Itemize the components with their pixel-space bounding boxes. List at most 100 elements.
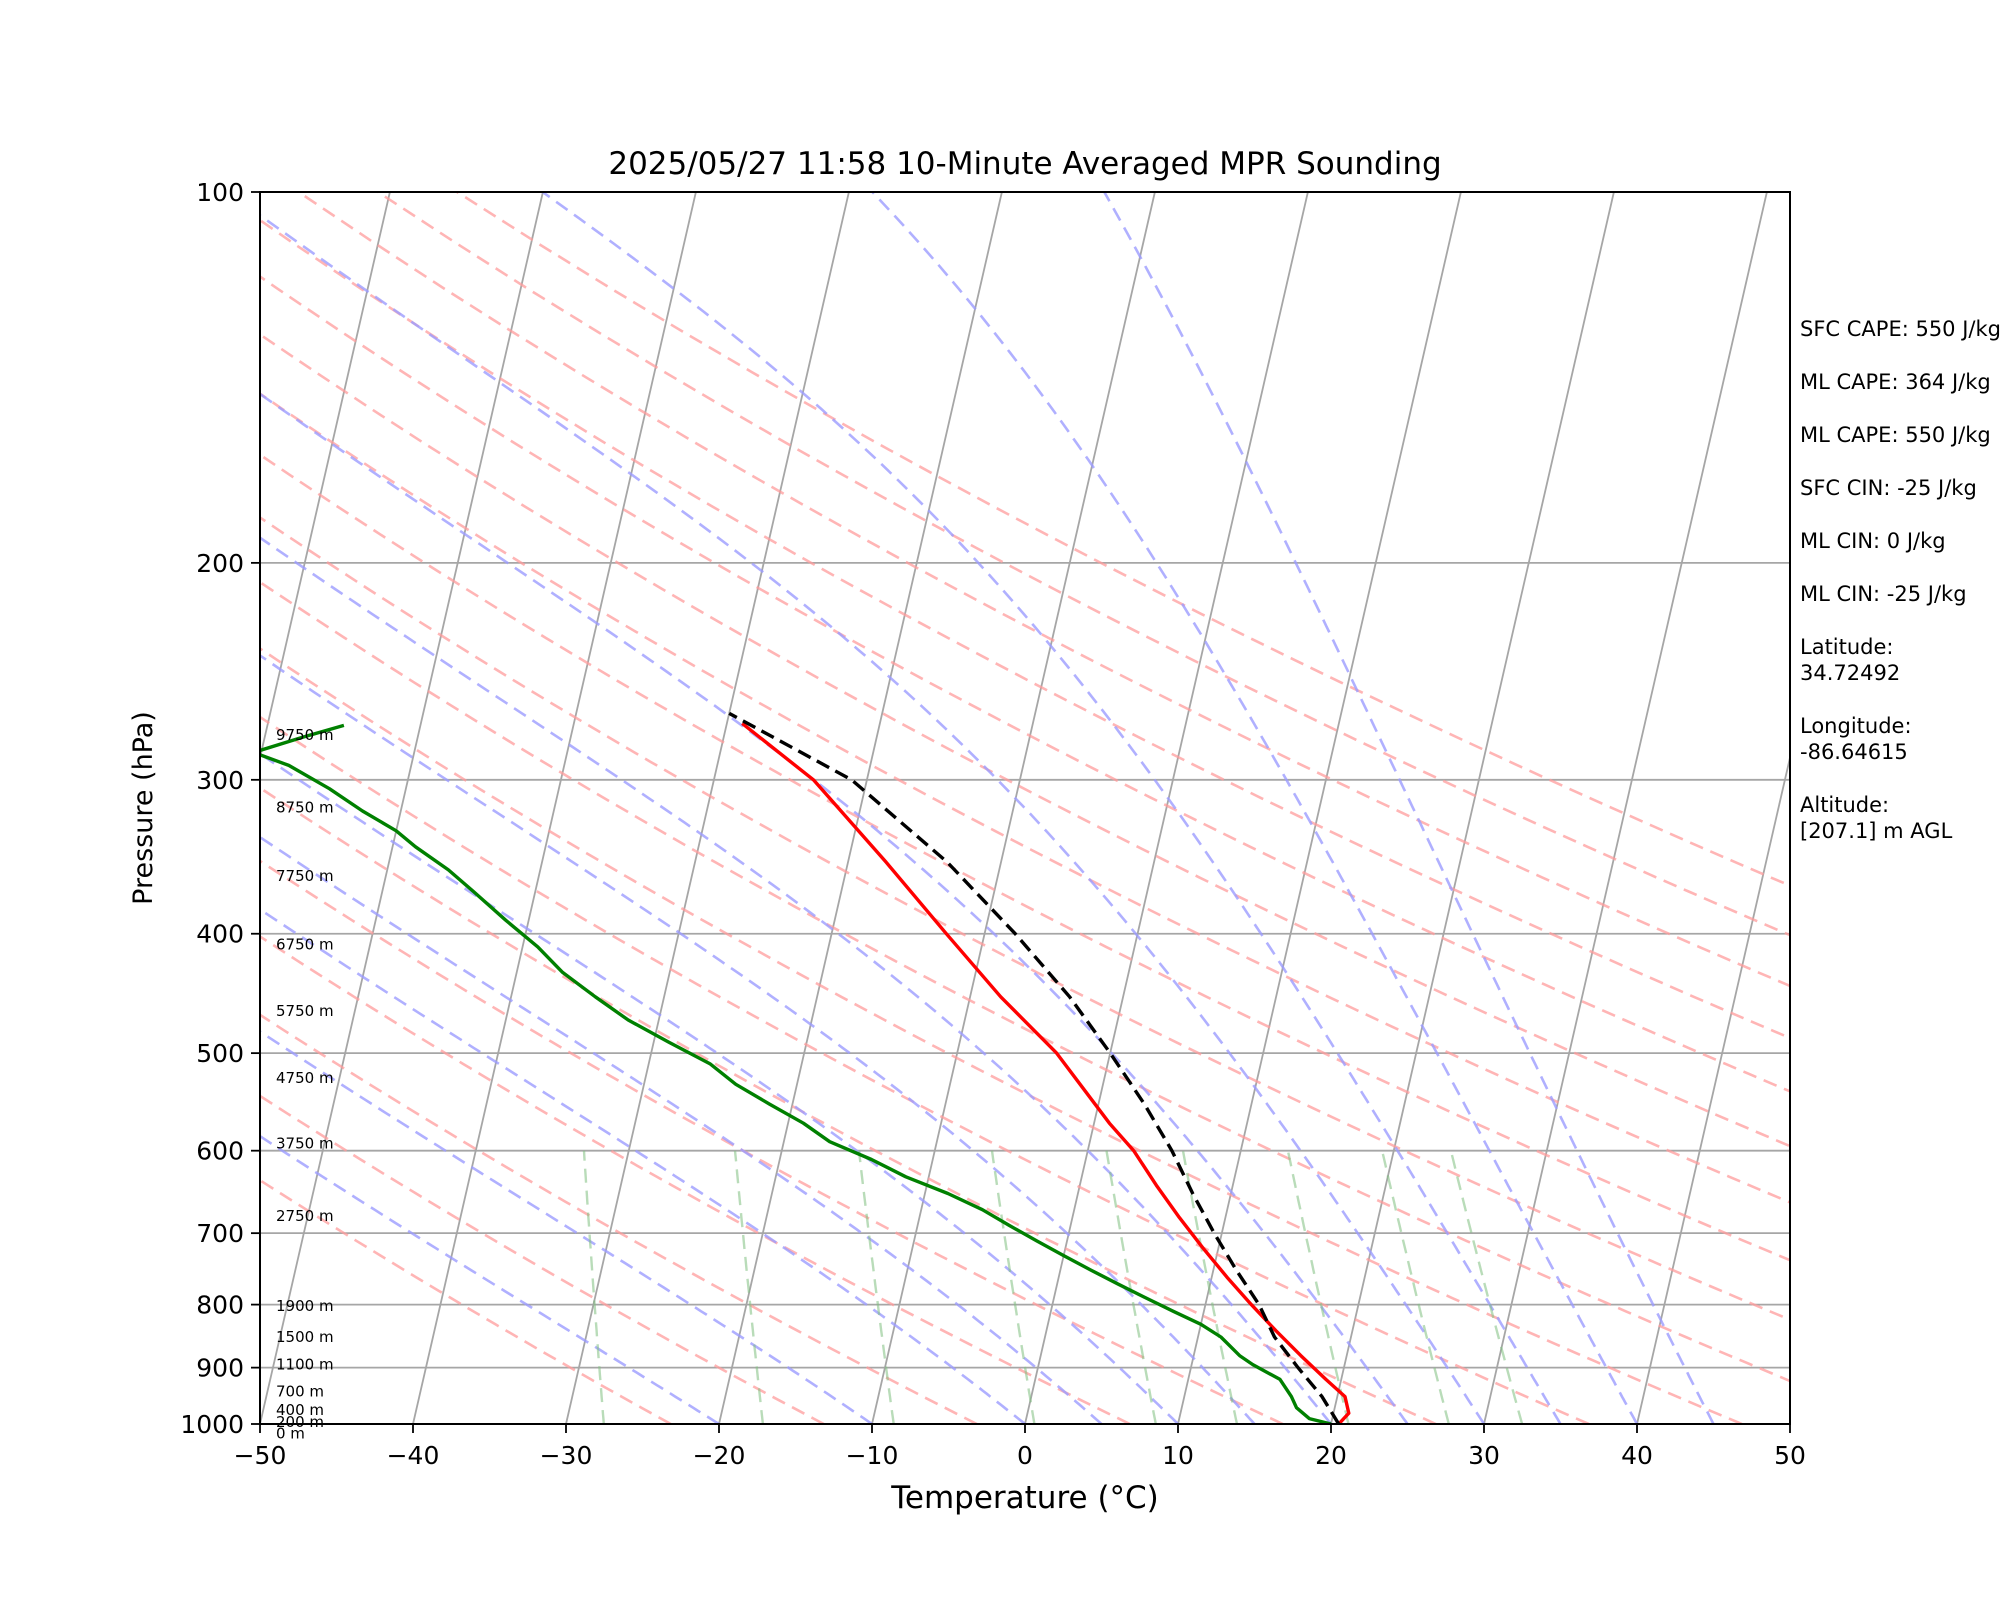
- moist-adiabat: [260, 907, 1026, 1424]
- sounding-profiles: [260, 711, 1351, 1424]
- x-tick-label: 30: [1468, 1441, 1500, 1470]
- height-label: 400 m: [276, 1401, 324, 1419]
- dry-adiabat: [260, 646, 1743, 1424]
- dewpoint-profile: [260, 723, 1332, 1424]
- mixing-ratio-line: [733, 1150, 765, 1424]
- x-axis-label: Temperature (°C): [890, 1480, 1159, 1516]
- info-item: Longitude: -86.64615: [1800, 713, 2000, 765]
- info-item: SFC CAPE: 550 J/kg: [1800, 316, 2000, 342]
- y-tick-label: 800: [196, 1291, 244, 1320]
- mixing-ratio-line: [990, 1150, 1036, 1424]
- info-label: Longitude:: [1800, 714, 1912, 738]
- isotherm-line: [565, 192, 850, 1424]
- height-label: 0 m: [276, 1425, 305, 1443]
- moist-adiabat: [871, 192, 1639, 1424]
- height-label: 6750 m: [276, 935, 334, 953]
- info-label: ML CAPE: 550 J/kg: [1800, 423, 1991, 447]
- y-tick-label: 400: [196, 920, 244, 949]
- mixing-ratio-line: [1105, 1150, 1157, 1424]
- info-item: ML CAPE: 550 J/kg: [1800, 422, 2000, 448]
- sounding-info-panel: SFC CAPE: 550 J/kg ML CAPE: 364 J/kg ML CA…: [1800, 316, 2000, 871]
- x-tick-label: 40: [1621, 1441, 1653, 1470]
- mixing-ratio-line: [1380, 1150, 1450, 1424]
- x-tick-label: 50: [1774, 1441, 1806, 1470]
- moist-adiabat: [260, 536, 1333, 1424]
- dry-adiabat: [456, 192, 1790, 888]
- moist-adiabat: [260, 835, 1103, 1424]
- background-lines: [0, 192, 1790, 1424]
- info-value: 34.72492: [1800, 661, 1901, 685]
- moist-adiabat: [260, 213, 1486, 1424]
- mixing-ratio-line: [1286, 1150, 1350, 1424]
- height-labels: 9750 m 8750 m 7750 m 6750 m 5750 m 4750 m 3750…: [276, 726, 334, 1442]
- height-label: 700 m: [276, 1382, 324, 1400]
- height-label: 1100 m: [276, 1356, 334, 1374]
- y-tick-label: 700: [196, 1219, 244, 1248]
- info-value: [207.1] m AGL: [1800, 819, 1953, 843]
- isotherm-line: [0, 192, 84, 1424]
- height-label: 3750 m: [276, 1135, 334, 1153]
- info-item: SFC CIN: -25 J/kg: [1800, 475, 2000, 501]
- dry-adiabat: [260, 1013, 978, 1424]
- moist-adiabat: [260, 1030, 873, 1424]
- temperature-profile: [741, 722, 1351, 1424]
- info-item: ML CIN: -25 J/kg: [1800, 581, 2000, 607]
- info-item: Altitude: [207.1] m AGL: [1800, 792, 2000, 844]
- isotherm-line: [412, 192, 697, 1424]
- isotherm-line: [1177, 192, 1462, 1424]
- axis-ticks: −50 −40 −30 −20 −10 0 10 20 30 40 50 100 200 300 400 50…: [180, 178, 1806, 1470]
- height-label: 1500 m: [276, 1328, 334, 1346]
- height-label: 1900 m: [276, 1297, 334, 1315]
- height-label: 200 m: [276, 1413, 324, 1431]
- x-tick-label: −30: [540, 1441, 593, 1470]
- y-tick-label: 600: [196, 1137, 244, 1166]
- y-tick-label: 1000: [180, 1410, 244, 1439]
- parcel-profile: [728, 711, 1341, 1424]
- y-tick-label: 900: [196, 1354, 244, 1383]
- height-label: 8750 m: [276, 799, 334, 817]
- isotherm-line: [1330, 192, 1615, 1424]
- mixing-ratio-line: [582, 1150, 605, 1424]
- moist-adiabat: [260, 1134, 720, 1424]
- info-item: Latitude: 34.72492: [1800, 634, 2000, 686]
- height-label: 2750 m: [276, 1207, 334, 1225]
- dry-adiabat: [260, 580, 1790, 1383]
- dry-adiabat: [260, 859, 1284, 1424]
- info-value: -86.64615: [1800, 740, 1908, 764]
- x-tick-label: −10: [846, 1441, 899, 1470]
- info-label: Altitude:: [1800, 793, 1890, 817]
- isotherm-line: [1024, 192, 1309, 1424]
- isotherm-line: [1636, 753, 1790, 1424]
- dry-adiabat: [260, 392, 1790, 1204]
- mixing-ratio-line: [1181, 1150, 1239, 1424]
- chart-title: 2025/05/27 11:58 10-Minute Averaged MPR …: [608, 146, 1441, 182]
- dry-adiabat: [260, 1094, 825, 1424]
- y-tick-label: 300: [196, 766, 244, 795]
- y-tick-label: 200: [196, 549, 244, 578]
- y-tick-label: 500: [196, 1039, 244, 1068]
- isotherm-line: [718, 192, 1003, 1424]
- x-tick-label: 0: [1017, 1441, 1033, 1470]
- isotherm-line: [260, 192, 391, 762]
- dry-adiabat: [260, 786, 1437, 1424]
- mixing-ratio-line: [1449, 1150, 1524, 1424]
- moist-adiabat: [260, 653, 1256, 1424]
- height-label: 7750 m: [276, 867, 334, 885]
- y-tick-label: 100: [196, 178, 244, 207]
- height-label: 4750 m: [276, 1069, 334, 1087]
- y-axis-label: Pressure (hPa): [128, 711, 159, 905]
- info-item: ML CIN: 0 J/kg: [1800, 528, 2000, 554]
- isotherm-line: [260, 192, 544, 1424]
- info-label: SFC CIN: -25 J/kg: [1800, 476, 1977, 500]
- info-label: Latitude:: [1800, 635, 1894, 659]
- isotherm-line: [871, 192, 1156, 1424]
- height-label: 9750 m: [276, 726, 334, 744]
- x-tick-label: 20: [1315, 1441, 1347, 1470]
- x-tick-label: −40: [387, 1441, 440, 1470]
- x-tick-label: 10: [1162, 1441, 1194, 1470]
- height-label: 5750 m: [276, 1002, 334, 1020]
- isotherm-line: [1483, 192, 1768, 1424]
- mixing-ratio-line: [857, 1150, 895, 1424]
- dry-adiabat: [260, 218, 1790, 1040]
